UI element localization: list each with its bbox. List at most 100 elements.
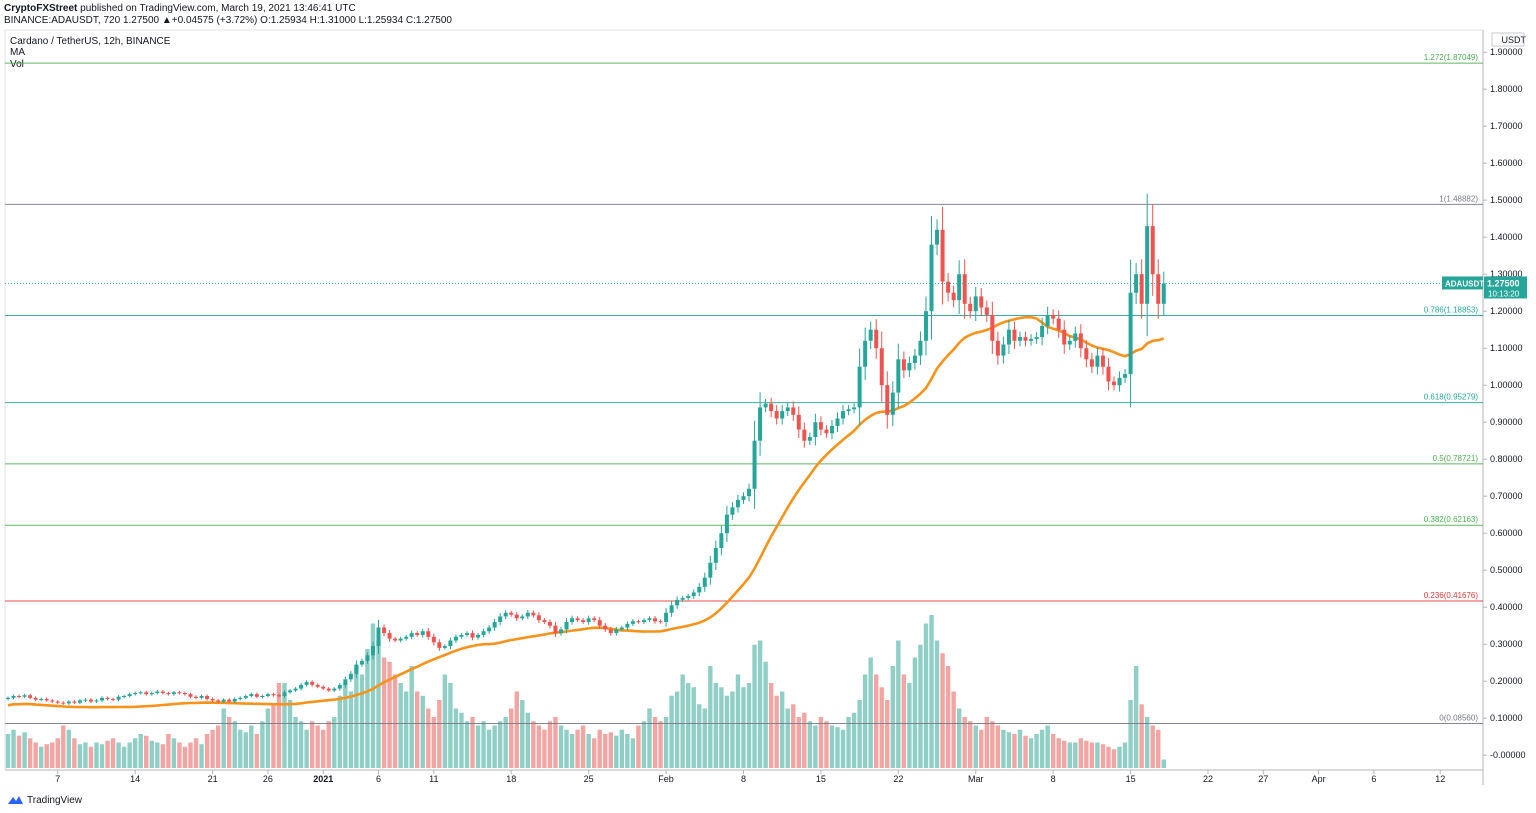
tradingview-logo[interactable]: TradingView	[6, 794, 82, 806]
candle	[11, 694, 16, 700]
candle-body	[1045, 314, 1050, 326]
volume-bar	[365, 649, 370, 768]
candle	[6, 696, 10, 701]
volume-bar	[215, 725, 221, 768]
candle-body	[365, 655, 370, 661]
volume-bar	[1078, 738, 1084, 768]
candle	[813, 413, 818, 446]
candle-body	[337, 684, 342, 689]
candle-body	[1150, 226, 1155, 275]
candle	[581, 618, 586, 624]
candle-body	[1040, 326, 1045, 338]
candle-body	[249, 694, 254, 696]
candle	[332, 687, 337, 692]
volume-bar	[1106, 746, 1111, 768]
candle-body	[995, 340, 1000, 356]
volume-bar	[1111, 749, 1117, 768]
volume-bar	[464, 721, 470, 768]
volume-bar	[741, 687, 746, 768]
candle-body	[387, 633, 392, 639]
candle	[536, 612, 541, 624]
candle	[354, 660, 359, 678]
candle	[741, 492, 746, 504]
candle	[752, 420, 757, 509]
candle	[625, 621, 630, 631]
time-tick-label: 8	[741, 774, 746, 784]
study-ma-legend[interactable]: MA	[10, 47, 25, 58]
volume-bar	[337, 695, 342, 768]
candle-body	[586, 618, 591, 622]
volume-bar	[1095, 742, 1100, 768]
candle	[1073, 326, 1078, 348]
candle-body	[22, 695, 27, 697]
volume-bar	[453, 708, 459, 768]
volume-bar	[691, 687, 696, 768]
volume-bar	[1084, 740, 1089, 768]
candle-body	[1062, 329, 1067, 345]
volume-bar	[398, 683, 403, 768]
volume-bar	[862, 674, 868, 768]
volume-bar	[995, 725, 1001, 768]
candle-body	[509, 612, 514, 615]
candle	[39, 697, 44, 702]
candle-body	[326, 688, 331, 691]
volume-bar	[171, 738, 177, 768]
candle-body	[1112, 381, 1116, 386]
volume-bar	[293, 717, 298, 768]
publisher-name[interactable]: CryptoFXStreet	[4, 3, 78, 14]
volume-bar	[835, 727, 840, 768]
candle	[111, 697, 116, 702]
candle-body	[912, 355, 917, 363]
candle	[675, 596, 680, 609]
price-tick-label: 1.90000	[1490, 47, 1523, 57]
candle-body	[271, 694, 276, 696]
volume-bar	[697, 704, 702, 768]
candle	[1123, 368, 1128, 383]
volume-bar	[481, 721, 486, 768]
candle	[570, 615, 575, 625]
volume-bar	[265, 708, 271, 768]
candle	[1117, 371, 1122, 392]
volume-bar	[813, 725, 818, 768]
volume-bar	[459, 712, 464, 768]
candle-body	[785, 407, 790, 412]
candle	[254, 692, 259, 699]
price-tick-label: 1.20000	[1490, 306, 1523, 316]
candle-body	[127, 694, 132, 696]
candle	[166, 691, 171, 696]
candle	[735, 494, 740, 513]
volume-bar	[768, 683, 774, 768]
candle-body	[973, 296, 978, 312]
study-vol-legend[interactable]: Vol	[10, 59, 24, 70]
candle-body	[398, 638, 403, 641]
volume-bar	[1133, 666, 1139, 768]
volume-bar	[503, 717, 508, 768]
price-tick-label: 1.00000	[1490, 380, 1523, 390]
candle	[227, 698, 232, 704]
candle-body	[719, 533, 724, 548]
candle-body	[149, 693, 154, 695]
volume-bar	[155, 742, 160, 768]
candle-body	[890, 392, 895, 415]
candle-body	[299, 684, 304, 689]
volume-bar	[177, 742, 182, 768]
candle	[841, 405, 846, 425]
volume-bar	[979, 729, 984, 768]
candle	[17, 694, 22, 699]
candle-body	[829, 425, 834, 434]
candle	[503, 610, 508, 620]
candle	[1150, 204, 1155, 296]
candle	[249, 692, 254, 698]
candle	[216, 698, 221, 704]
candle-body	[619, 627, 624, 630]
candle	[382, 624, 387, 637]
volume-bar	[359, 674, 365, 768]
candle-body	[769, 403, 774, 412]
volume-bar	[426, 708, 431, 768]
volume-bar	[785, 708, 790, 768]
candle-body	[332, 688, 337, 691]
candle	[1084, 340, 1089, 368]
volume-bar	[1017, 729, 1023, 768]
volume-bar	[945, 666, 951, 768]
